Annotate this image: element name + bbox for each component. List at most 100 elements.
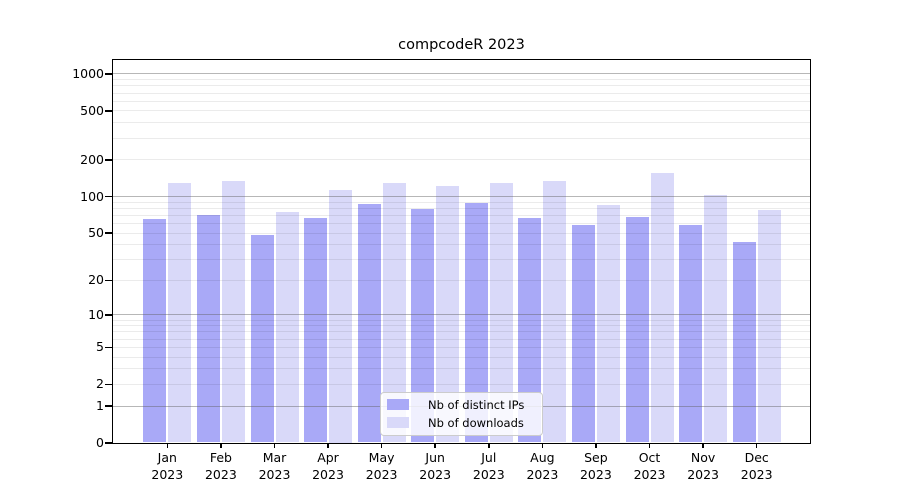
x-tick-mark [702, 443, 704, 448]
x-tick-label: Apr 2023 [296, 450, 360, 483]
bar-distinct-ips [357, 203, 381, 443]
x-tick-label-year: 2023 [419, 466, 452, 482]
bar-downloads [650, 173, 674, 443]
y-tick-mark [105, 405, 112, 407]
bar-distinct-ips [625, 217, 649, 443]
y-tick-label: 500 [80, 102, 104, 118]
bar-distinct-ips [732, 241, 756, 443]
x-tick-label-year: 2023 [526, 466, 559, 482]
x-tick-label-month: May [368, 450, 395, 465]
x-tick-label-year: 2023 [472, 466, 505, 482]
x-tick-mark [220, 443, 222, 448]
x-tick-label-month: Jan [157, 450, 177, 465]
bar-downloads [275, 211, 299, 443]
y-tick-mark [105, 110, 112, 112]
x-tick-mark [755, 443, 758, 448]
y-tick-label: 1000 [72, 65, 104, 81]
y-tick-mark [105, 159, 112, 161]
legend-label-downloads: Nb of downloads [428, 415, 524, 430]
bar-downloads [489, 183, 513, 443]
x-tick-label: May 2023 [350, 450, 414, 483]
x-tick-label-month: Nov [690, 450, 716, 465]
x-tick-label-month: Jul [481, 450, 497, 465]
bar-distinct-ips [518, 217, 542, 443]
y-tick-mark [105, 73, 112, 75]
y-tick-mark [105, 232, 112, 234]
x-tick-label: Nov 2023 [671, 450, 735, 483]
bar-distinct-ips [250, 234, 274, 443]
minor-gridline [113, 92, 810, 94]
x-tick-label-month: Sep [584, 450, 608, 465]
y-tick-mark [105, 314, 112, 316]
x-tick-label-year: 2023 [312, 466, 344, 482]
legend-label-distinct-ips: Nb of distinct IPs [428, 397, 525, 412]
bar-distinct-ips [411, 209, 435, 443]
y-tick-label: 1 [96, 398, 104, 413]
x-tick-label-month: Mar [262, 450, 287, 465]
x-tick-label-year: 2023 [151, 466, 184, 482]
y-tick-label: 20 [88, 272, 104, 288]
x-tick-mark [166, 443, 169, 448]
bar-downloads [221, 181, 245, 443]
x-tick-label-month: Jun [425, 450, 445, 465]
y-tick-mark [105, 442, 112, 444]
y-tick-label: 5 [96, 339, 104, 355]
bar-downloads [757, 209, 781, 443]
x-tick-mark [327, 443, 329, 448]
x-tick-label-year: 2023 [740, 466, 773, 482]
minor-gridline [113, 137, 810, 139]
major-gridline [113, 73, 810, 75]
x-tick-label: Sep 2023 [564, 450, 628, 483]
bar-downloads [704, 195, 728, 443]
x-tick-label-year: 2023 [687, 466, 719, 482]
plot-area: Nb of distinct IPs Nb of downloads [112, 58, 811, 444]
bar-downloads [436, 186, 460, 443]
bar-distinct-ips [143, 218, 167, 443]
x-tick-label: Oct 2023 [618, 450, 682, 483]
x-tick-label-month: Aug [530, 450, 555, 465]
y-tick-mark [105, 346, 112, 348]
x-tick-label: Aug 2023 [510, 450, 574, 483]
x-tick-label-month: Apr [317, 450, 339, 465]
y-tick-mark [105, 383, 112, 386]
y-tick-label: 50 [88, 225, 104, 240]
x-tick-label: Dec 2023 [725, 450, 789, 483]
x-tick-label-year: 2023 [579, 466, 612, 482]
minor-gridline [113, 85, 810, 87]
legend-swatch-distinct-ips [387, 399, 409, 410]
bar-downloads [382, 183, 406, 443]
x-tick-mark [541, 443, 544, 448]
x-tick-mark [595, 443, 597, 448]
x-tick-label-month: Dec [744, 450, 769, 465]
y-tick-mark [105, 279, 112, 282]
x-tick-label-year: 2023 [365, 466, 398, 482]
bar-distinct-ips [304, 217, 327, 443]
x-tick-label: Jan 2023 [135, 450, 199, 483]
x-tick-label: Jul 2023 [457, 450, 521, 483]
bar-downloads [329, 190, 352, 443]
x-tick-mark [648, 443, 651, 448]
legend-swatch-downloads [387, 417, 409, 428]
minor-gridline [113, 159, 810, 161]
x-tick-label-month: Feb [209, 450, 232, 465]
legend: Nb of distinct IPs Nb of downloads [380, 391, 543, 436]
bar-distinct-ips [464, 202, 488, 443]
bar-downloads [596, 204, 620, 443]
x-tick-label: Feb 2023 [189, 450, 253, 483]
bar-downloads [168, 183, 192, 443]
x-tick-mark [434, 443, 436, 448]
x-tick-label-year: 2023 [204, 466, 237, 482]
bar-distinct-ips [196, 214, 220, 443]
chart-title: compcodeR 2023 [398, 37, 525, 53]
bar-distinct-ips [571, 224, 595, 443]
x-tick-label-year: 2023 [258, 466, 291, 482]
x-tick-mark [380, 443, 383, 448]
minor-gridline [113, 100, 810, 102]
y-tick-label: 10 [88, 306, 104, 322]
y-tick-mark [105, 195, 112, 198]
x-tick-label: Mar 2023 [243, 450, 307, 483]
x-tick-mark [488, 443, 490, 448]
minor-gridline [113, 79, 810, 81]
minor-gridline [113, 122, 810, 124]
